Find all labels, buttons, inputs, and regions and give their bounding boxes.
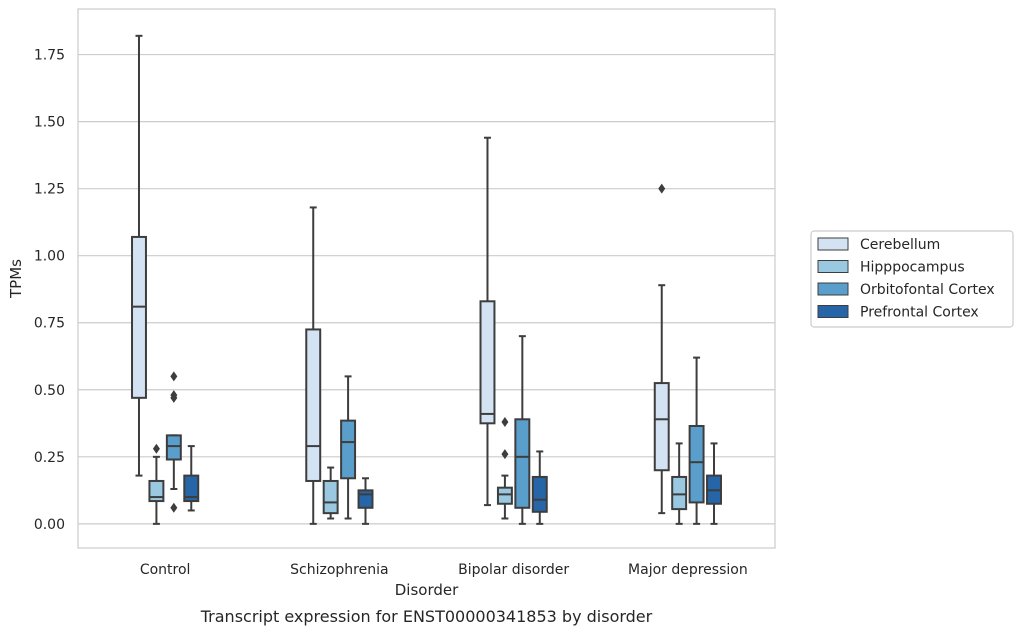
box-iqr [131, 235, 147, 399]
outlier-point [152, 443, 160, 454]
box-cerebellum [131, 34, 147, 477]
legend-swatch [817, 305, 849, 318]
plot-frame [77, 8, 776, 549]
box-hipppocampus [671, 442, 688, 525]
x-tick-label: Bipolar disorder [458, 562, 569, 578]
outlier-point [170, 371, 178, 382]
box-orbitofontal-cortex [514, 335, 531, 525]
box-cerebellum [653, 183, 670, 515]
box-iqr [340, 419, 357, 480]
y-tick-label: 0.25 [34, 450, 65, 466]
box-orbitofontal-cortex [165, 371, 182, 513]
box-hipppocampus [148, 443, 165, 525]
outlier-point [170, 502, 178, 513]
legend-label: Cerebellum [860, 237, 940, 253]
outlier-point [658, 183, 666, 194]
box-prefrontal-cortex [183, 445, 200, 512]
legend-swatch [817, 237, 849, 251]
box-iqr [183, 474, 200, 503]
box-iqr [479, 300, 496, 425]
x-axis: Control Schizophrenia Bipolar disorder Majo… [140, 562, 748, 578]
legend-swatch [817, 260, 849, 273]
legend-label: Orbitofontal Cortex [860, 282, 995, 298]
box-prefrontal-cortex [706, 442, 722, 525]
box-iqr [322, 479, 339, 515]
box-iqr [653, 382, 670, 472]
x-tick-label: Major depression [628, 562, 748, 578]
legend-label: Prefrontal Cortex [860, 305, 979, 321]
x-tick-label: Control [140, 562, 191, 578]
box-orbitofontal-cortex [340, 375, 357, 520]
box-iqr [305, 328, 322, 482]
legend: Cerebellum Hipppocampus Orbitofontal Corte… [810, 230, 1014, 328]
box-iqr [671, 475, 688, 511]
plot-area [131, 34, 722, 525]
x-tick-label: Schizophrenia [290, 562, 388, 578]
box-iqr [688, 424, 705, 504]
y-tick-label: 1.25 [34, 182, 65, 198]
box-hipppocampus [322, 466, 339, 520]
y-axis: 0.00 0.25 0.50 0.75 1.00 1.25 1.50 1.75 [34, 48, 65, 533]
y-tick-label: 0.50 [34, 383, 65, 399]
outlier-point [501, 416, 509, 427]
box-iqr [148, 479, 165, 503]
box-iqr [496, 486, 513, 505]
outlier-point [170, 390, 178, 401]
gridlines [78, 53, 775, 525]
box-iqr [357, 489, 374, 509]
box-cerebellum [479, 136, 496, 507]
y-tick-label: 0.75 [34, 316, 65, 332]
box-orbitofontal-cortex [688, 356, 705, 525]
outlier-point [501, 449, 509, 460]
y-tick-label: 1.75 [34, 48, 65, 64]
y-axis-label: TPMs [7, 259, 25, 299]
legend-label: Hipppocampus [860, 260, 965, 276]
box-prefrontal-cortex [357, 477, 374, 525]
y-tick-label: 0.00 [34, 517, 65, 533]
box-cerebellum [305, 206, 322, 525]
x-axis-label: Disorder [395, 581, 459, 599]
chart-caption: Transcript expression for ENST0000034185… [200, 607, 653, 626]
legend-swatch [817, 282, 849, 296]
legend-frame [810, 230, 1014, 328]
box-iqr [514, 418, 531, 509]
box-prefrontal-cortex [531, 450, 548, 525]
box-iqr [165, 434, 182, 461]
y-tick-label: 1.50 [34, 115, 65, 131]
box-hipppocampus [496, 416, 513, 520]
y-tick-label: 1.00 [34, 249, 65, 265]
box-iqr [531, 475, 548, 513]
